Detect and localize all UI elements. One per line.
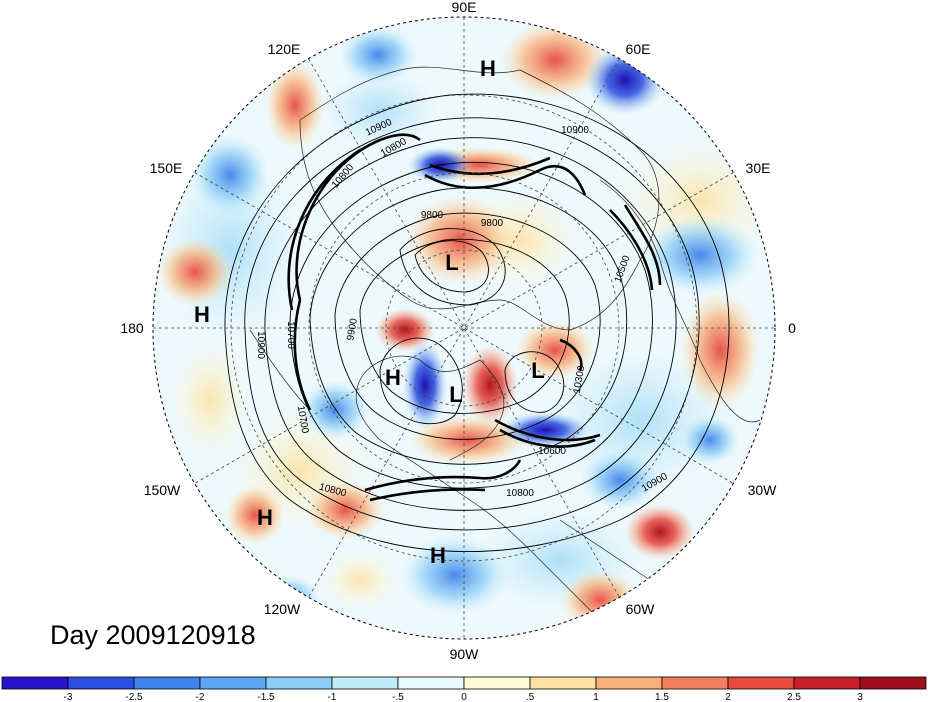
contour-label: 10600 [538,446,566,457]
colorbar-tick-label: 2 [725,692,731,702]
contour-label: 9900 [345,317,360,341]
lon-label-0: 0 [788,320,796,336]
timestamp-label: Day 2009120918 [50,620,256,650]
colorbar-tick-label: 3 [857,692,863,702]
lon-label-90e: 90E [452,0,477,15]
map-boundary [152,16,776,640]
colorbar-cell [793,676,861,690]
high-center: H [480,56,496,81]
colorbar-cell [133,676,201,690]
contour-label: 10900 [255,331,266,359]
colorbar-cell [859,676,927,690]
low-center: L [445,250,458,275]
high-center: H [257,505,273,530]
colorbar-cell [1,676,69,690]
colorbar-cell [199,676,267,690]
colorbar-cell [67,676,135,690]
colorbar-tick-label: -1 [328,692,337,702]
contour-label: 10900 [561,125,589,136]
lon-label-120w: 120W [264,601,301,617]
lon-label-90w: 90W [450,646,480,662]
colorbar-cell [529,676,597,690]
colorbar-tick-label: -.5 [392,692,404,702]
lon-label-180: 180 [120,320,144,336]
colorbar-tick-label: .5 [526,692,535,702]
colorbar-cell [331,676,399,690]
lon-label-60e: 60E [626,41,651,57]
lon-label-60w: 60W [626,601,656,617]
contour-label: 10300 [572,364,588,394]
height-contours [224,93,730,552]
lon-label-30e: 30E [746,160,771,176]
colorbar-tick-label: -1.5 [257,692,275,702]
lon-label-30w: 30W [748,482,778,498]
pressure-centers: H H L H L L H H [194,56,545,568]
colorbar-cell [595,676,663,690]
anomaly-field [153,17,775,639]
contour-label: 9800 [421,210,444,221]
colorbar-tick-label: 1 [593,692,599,702]
high-center: H [385,365,401,390]
colorbar-tick-label: 0 [461,692,467,702]
lon-label-120e: 120E [268,41,301,57]
longitude-labels: 90E 60E 30E 0 30W 60W 90W 120W 150W 180 … [120,0,796,662]
colorbar-tick-label: 2.5 [787,692,801,702]
colorbar: -3 -2.5 -2 -1.5 -1 -.5 0 .5 1 1.5 2 2.5 3 [1,676,927,702]
contour-label: 10700 [285,321,296,349]
jet-streams [287,133,662,502]
lon-label-150w: 150W [144,482,181,498]
colorbar-cell [397,676,465,690]
colorbar-cell [661,676,729,690]
contour-label: 10700 [295,405,311,435]
high-center: H [194,302,210,327]
colorbar-cell [727,676,795,690]
colorbar-tick-label: -2 [196,692,205,702]
graticule [153,17,775,639]
low-center: L [531,358,544,383]
colorbar-cell [463,676,531,690]
contour-label: 10800 [506,488,534,499]
colorbar-tick-label: 1.5 [655,692,669,702]
colorbar-cell [265,676,333,690]
contour-label: 9800 [481,218,504,229]
colorbar-tick-label: -3 [64,692,73,702]
colorbar-tick-label: -2.5 [125,692,143,702]
high-center: H [430,543,446,568]
low-center: L [449,382,462,407]
polar-map: 90E 60E 30E 0 30W 60W 90W 120W 150W 180 … [120,0,796,662]
lon-label-150e: 150E [150,160,183,176]
